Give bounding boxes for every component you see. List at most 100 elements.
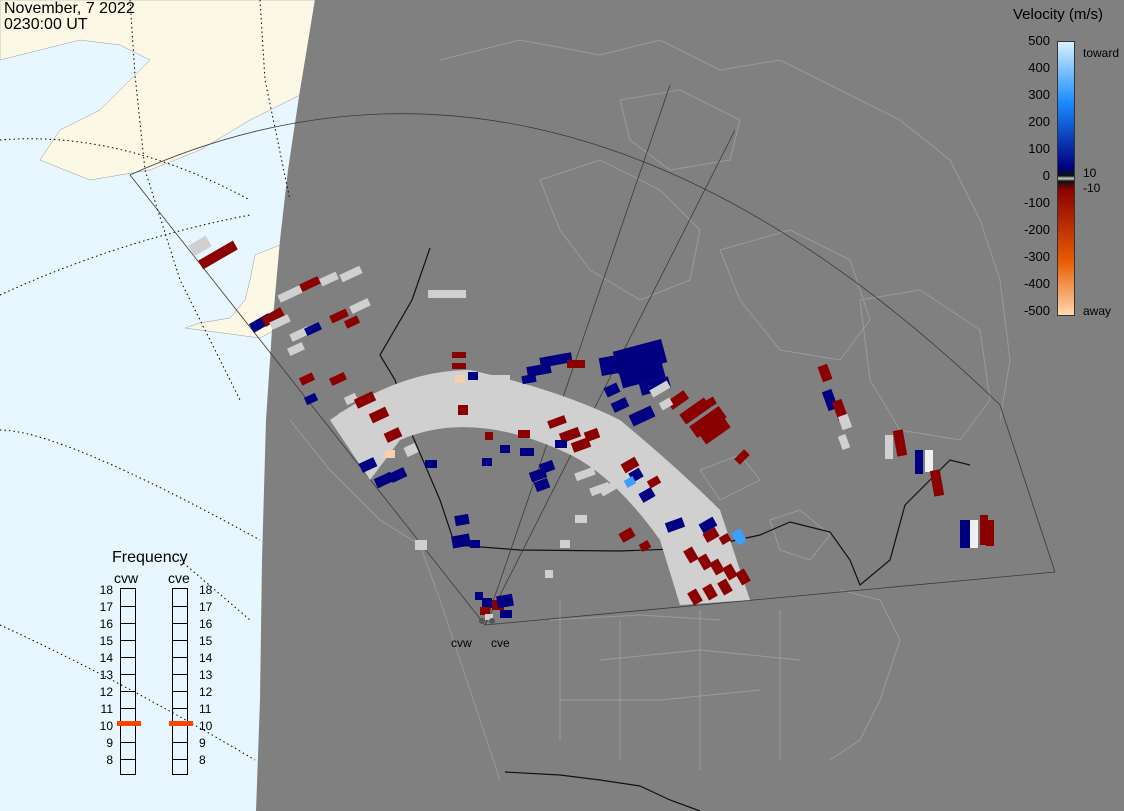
frequency-marker-cvw: [117, 721, 141, 726]
scatter-cell: [540, 395, 548, 403]
sunlit-land: [0, 0, 316, 181]
scatter-cell: [558, 426, 582, 444]
scatter-cell: [485, 614, 493, 620]
frequency-level-label: 10: [199, 719, 213, 733]
scatter-cell: [574, 466, 596, 482]
colorbar-tick: -200: [1023, 222, 1050, 237]
frequency-level-label: 15: [199, 634, 213, 648]
frequency-column-cvw: [120, 588, 136, 775]
scatter-cell: [368, 406, 390, 424]
frequency-level-label: 12: [199, 685, 213, 699]
scatter-cell: [567, 360, 585, 368]
scatter-cell: [373, 471, 395, 489]
scatter-cell: [485, 432, 493, 440]
scatter-cell: [638, 487, 656, 503]
frequency-level-label: 9: [106, 736, 113, 750]
scatter-cell: [735, 568, 751, 586]
sunlit-alaska-pen: [184, 244, 281, 339]
scatter-cell: [986, 520, 994, 546]
frequency-radar-cve-label: cve: [168, 570, 190, 586]
scatter-cell: [348, 437, 364, 453]
scatter-cell: [329, 308, 349, 324]
scatter-cell: [482, 458, 492, 466]
scatter-cell: [618, 527, 636, 543]
scatter-cell: [452, 352, 466, 358]
scatter-cell: [717, 578, 733, 596]
frequency-level-label: 17: [199, 600, 213, 614]
scatter-cell: [599, 481, 617, 497]
fov-outline: [129, 84, 1056, 626]
scatter-cell: [658, 397, 674, 411]
scatter-cell: [980, 515, 988, 545]
scatter-cell: [303, 392, 319, 406]
scatter-cell: [560, 540, 570, 548]
scatter-cell: [539, 352, 573, 368]
scatter-cell: [188, 235, 212, 257]
scatter-cell: [496, 593, 514, 609]
scatter-cell: [458, 405, 468, 415]
scatter-cell: [734, 449, 750, 465]
scatter-cell: [929, 469, 945, 497]
colorbar-tick: -300: [1023, 249, 1050, 264]
scatter-cell: [610, 397, 630, 413]
scatter-cell: [287, 341, 305, 357]
scatter-cell: [343, 315, 361, 329]
scatter-cell: [538, 459, 556, 475]
colorbar-tick: 100: [1028, 141, 1050, 156]
frequency-level-label: 11: [100, 702, 113, 716]
scatter-cell: [482, 598, 492, 608]
scatter-cell: [817, 363, 833, 383]
scatter-cell: [915, 450, 923, 474]
colorbar-tick-minus10: -10: [1083, 181, 1101, 195]
radar-site-cvw: [479, 618, 485, 624]
scatter-cell: [547, 415, 567, 429]
scatter-cell: [683, 546, 699, 564]
scatter-cell: [338, 407, 356, 423]
scatter-cell: [697, 553, 713, 571]
scatter-cell: [480, 607, 490, 615]
scatter-cell: [718, 533, 732, 545]
scatter-cell: [475, 592, 483, 600]
velocity-colorbar: [1057, 41, 1075, 316]
scatter-cell: [451, 533, 471, 549]
scatter-cell: [304, 321, 322, 337]
date-label: November, 7 2022: [4, 0, 135, 17]
scatter-cell: [702, 583, 718, 601]
scatter-cell: [699, 396, 717, 412]
scatter-cell: [555, 440, 567, 448]
scatter-cell: [892, 429, 908, 457]
ground-scatter-band: [330, 370, 750, 605]
scatter-cell: [689, 506, 709, 522]
geo-grid: [0, 0, 291, 761]
scatter-cell: [970, 520, 978, 548]
scatter-cell: [349, 298, 371, 314]
scatter-cell: [269, 314, 291, 330]
scatter-cell: [500, 610, 512, 618]
colorbar-tick: 400: [1028, 60, 1050, 75]
scatter-cell: [388, 467, 408, 483]
scatter-cell: [664, 517, 686, 533]
scatter-cell: [428, 290, 466, 298]
colorbar-tick: 500: [1028, 33, 1050, 48]
scatter-cell: [198, 240, 238, 270]
scatter-cell: [358, 457, 378, 473]
colorbar-tick: 300: [1028, 87, 1050, 102]
scatter-cell: [649, 380, 671, 398]
colorbar-tick-plus10: 10: [1083, 166, 1097, 180]
frequency-marker-cve: [169, 721, 193, 726]
scatter-cell: [709, 558, 725, 576]
site-label-cve: cve: [491, 636, 510, 650]
scatter-cell: [425, 460, 437, 468]
scatter-cell: [353, 391, 377, 409]
scatter-cell: [545, 570, 553, 578]
frequency-column-cve: [172, 588, 188, 775]
frequency-level-label: 9: [199, 736, 206, 750]
frequency-level-label: 18: [199, 583, 213, 597]
scatter-cell: [298, 372, 316, 386]
scatter-cell: [383, 427, 403, 443]
scatter-cell: [623, 476, 637, 488]
scatter-cell: [702, 527, 720, 543]
frequency-level-label: 14: [199, 651, 213, 665]
coastlines: [289, 39, 1011, 781]
